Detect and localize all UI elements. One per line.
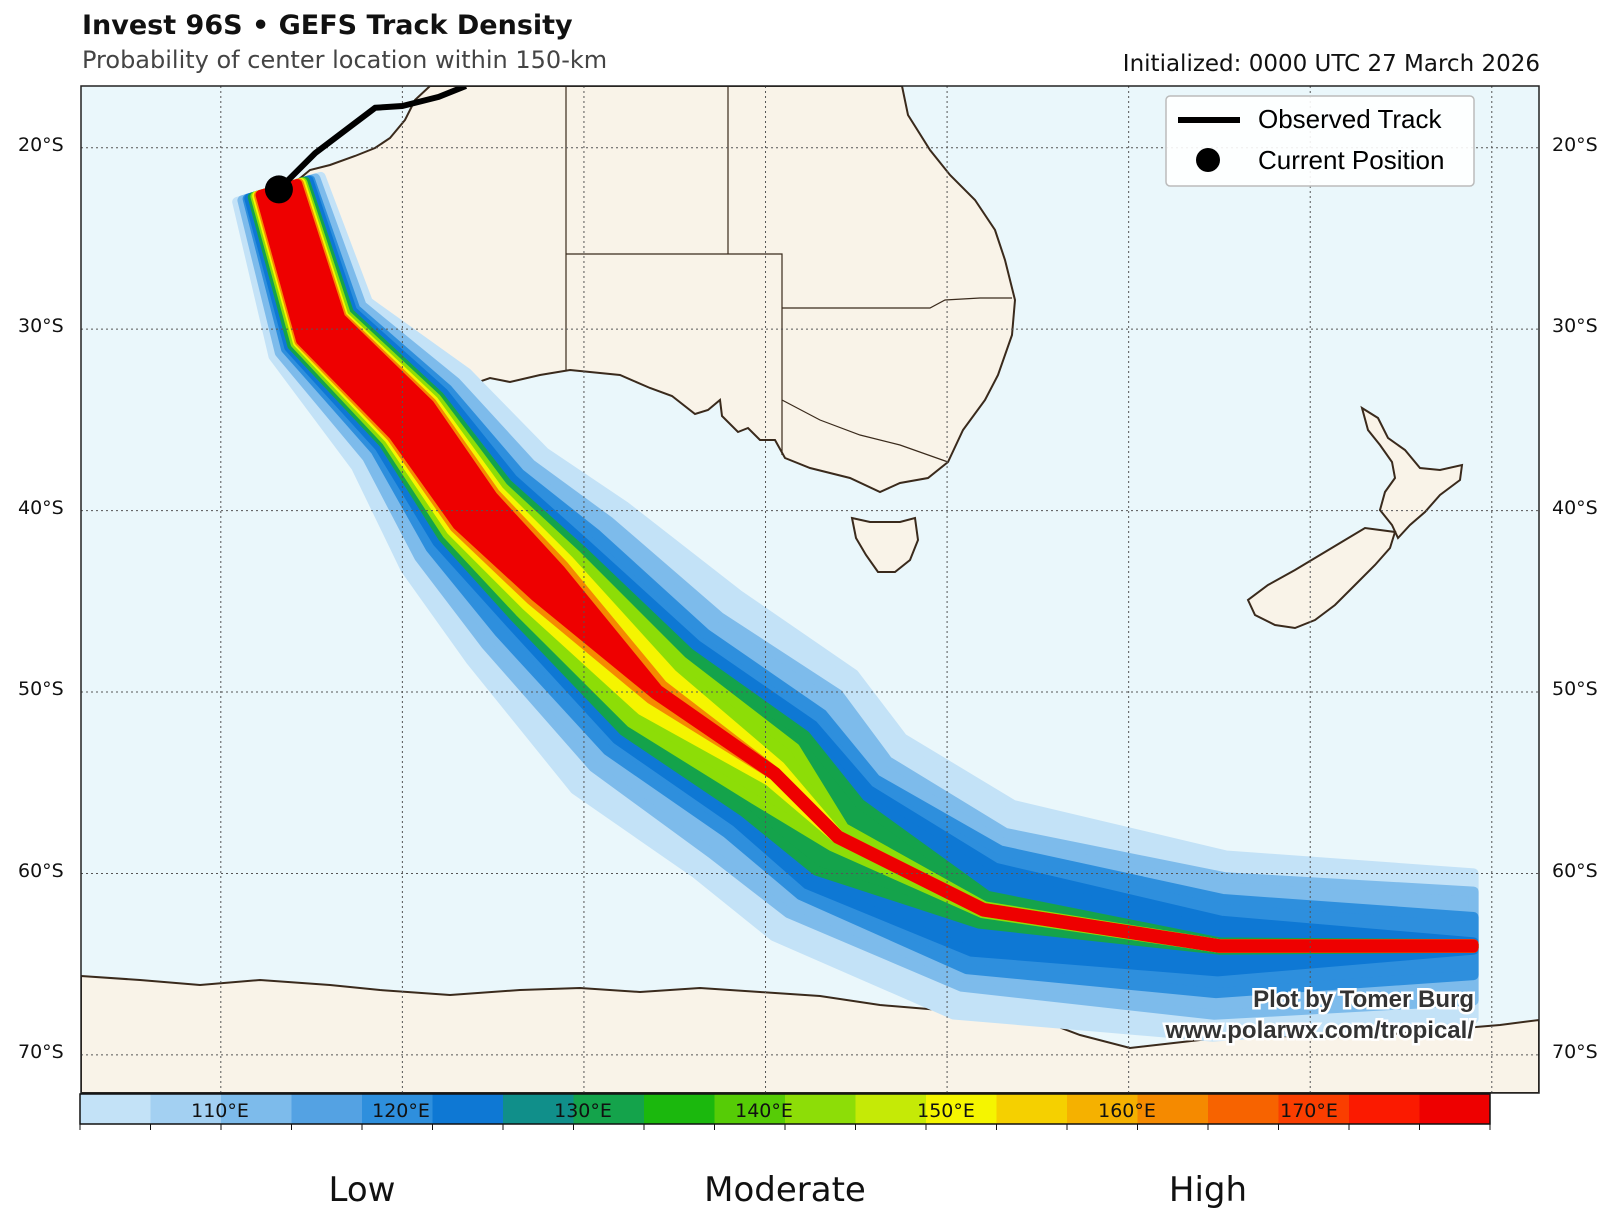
tasmania-land xyxy=(850,516,920,573)
colorbar-swatch-10 xyxy=(785,1094,856,1124)
colorbar-frame xyxy=(79,1093,1491,1125)
colorbar-swatch-13 xyxy=(996,1094,1068,1124)
observed-track-line xyxy=(276,86,468,192)
lon-label-150: 150°E xyxy=(917,1100,975,1122)
lat-label-left-30: 30°S xyxy=(18,315,64,337)
nz-north-island xyxy=(1360,405,1464,540)
legend-observed-track: Observed Track xyxy=(1258,104,1443,134)
colorbar-label-moderate: Moderate xyxy=(704,1170,866,1210)
chart-title: Invest 96S • GEFS Track Density xyxy=(82,10,573,41)
lat-label-left-20: 20°S xyxy=(18,134,64,156)
colorbar-swatch-14 xyxy=(1067,1094,1138,1124)
colorbar-swatch-9 xyxy=(714,1094,786,1124)
colorbar-swatch-2 xyxy=(221,1094,292,1124)
current-position-marker xyxy=(264,175,293,204)
colorbar-swatch-8 xyxy=(644,1094,715,1124)
lat-label-right-50: 50°S xyxy=(1552,678,1598,700)
nz-south-island xyxy=(1246,526,1397,630)
legend-current-position: Current Position xyxy=(1258,145,1444,175)
colorbar-swatch-4 xyxy=(362,1094,433,1124)
colorbar-swatch-12 xyxy=(926,1094,997,1124)
lat-label-left-60: 60°S xyxy=(18,860,64,882)
colorbar-swatch-0 xyxy=(80,1094,151,1124)
colorbar-swatch-5 xyxy=(432,1094,504,1124)
lon-label-120: 120°E xyxy=(372,1100,430,1122)
colorbar-swatch-18 xyxy=(1349,1094,1420,1124)
colorbar-label-low: Low xyxy=(328,1170,396,1210)
colorbar-swatch-16 xyxy=(1208,1094,1279,1124)
colorbar-swatch-17 xyxy=(1278,1094,1350,1124)
lon-label-140: 140°E xyxy=(735,1100,793,1122)
lon-label-170: 170°E xyxy=(1280,1100,1338,1122)
lat-label-left-70: 70°S xyxy=(18,1041,64,1063)
colorbar-swatch-19 xyxy=(1419,1094,1491,1124)
lon-label-160: 160°E xyxy=(1098,1100,1156,1122)
lat-label-right-70: 70°S xyxy=(1552,1041,1598,1063)
colorbar-swatch-15 xyxy=(1137,1094,1209,1124)
lat-label-right-20: 20°S xyxy=(1552,134,1598,156)
lat-label-left-40: 40°S xyxy=(18,497,64,519)
init-time: Initialized: 0000 UTC 27 March 2026 xyxy=(1122,51,1540,77)
credit-url: www.polarwx.com/tropical/ xyxy=(1164,1017,1474,1044)
chart-subtitle: Probability of center location within 15… xyxy=(82,46,608,74)
credit: Plot by Tomer Burg www.polarwx.com/tropi… xyxy=(1162,984,1477,1047)
density-band-8 xyxy=(255,179,1479,953)
lat-label-right-60: 60°S xyxy=(1552,860,1598,882)
colorbar-swatch-6 xyxy=(503,1094,574,1124)
legend: Observed Track Current Position xyxy=(1165,95,1475,187)
map-frame xyxy=(80,85,1540,1094)
lon-label-130: 130°E xyxy=(554,1100,612,1122)
lat-label-right-30: 30°S xyxy=(1552,315,1598,337)
colorbar-swatch-3 xyxy=(291,1094,363,1124)
legend-position-swatch xyxy=(1196,148,1220,172)
colorbar-swatch-1 xyxy=(150,1094,222,1124)
state-borders xyxy=(565,86,1012,463)
colorbar-swatch-11 xyxy=(855,1094,927,1124)
credit-author: Plot by Tomer Burg xyxy=(1253,986,1474,1013)
lat-label-right-40: 40°S xyxy=(1552,497,1598,519)
colorbar-swatch-7 xyxy=(573,1094,645,1124)
lon-label-110: 110°E xyxy=(191,1100,249,1122)
density-plume xyxy=(232,171,1479,1042)
lat-label-left-50: 50°S xyxy=(18,678,64,700)
colorbar-label-high: High xyxy=(1168,1170,1248,1210)
colorbar xyxy=(79,1094,1491,1130)
